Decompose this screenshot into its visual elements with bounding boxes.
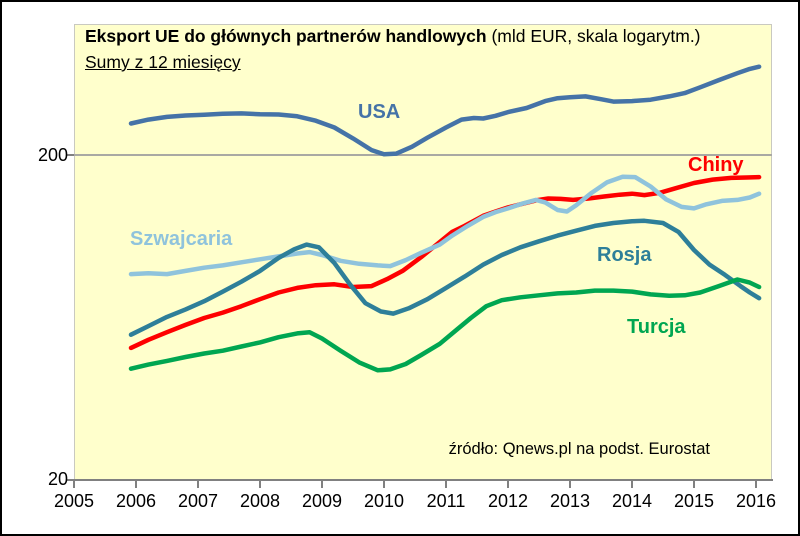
gridline-200 — [74, 154, 772, 156]
y-tick-mark-20 — [66, 479, 74, 481]
x-tick-mark-2008 — [259, 481, 261, 488]
x-tick-mark-2006 — [135, 481, 137, 488]
x-axis-label-2006: 2006 — [115, 491, 157, 511]
x-tick-mark-2010 — [383, 481, 385, 488]
x-axis-label-2009: 2009 — [301, 491, 343, 511]
x-tick-mark-2015 — [693, 481, 695, 488]
series-label-usa: USA — [358, 101, 401, 123]
x-tick-mark-2013 — [569, 481, 571, 488]
x-tick-mark-2016 — [755, 481, 757, 488]
x-tick-mark-2005 — [73, 481, 75, 488]
line-rosja — [128, 218, 762, 337]
x-tick-mark-2011 — [445, 481, 447, 488]
x-axis-label-2007: 2007 — [177, 491, 219, 511]
x-axis-line — [72, 479, 773, 481]
chart-title-main: Eksport UE do głównych partnerów handlow… — [85, 26, 487, 46]
y-axis-label-200: 200 — [37, 145, 68, 165]
line-szwajcaria — [128, 174, 762, 277]
y-axis-label-20: 20 — [47, 469, 68, 489]
line-usa — [128, 64, 762, 157]
source-note: źródło: Qnews.pl na podst. Eurostat — [448, 440, 710, 458]
x-tick-mark-2007 — [197, 481, 199, 488]
chart-subtitle: Sumy z 12 miesięcy — [85, 52, 241, 72]
chart-title-unit-note: (mld EUR, skala logarytm.) — [486, 26, 701, 46]
x-axis-label-2011: 2011 — [426, 491, 466, 511]
x-axis-label-2010: 2010 — [363, 491, 405, 511]
x-tick-mark-2012 — [507, 481, 509, 488]
chart-title: Eksport UE do głównych partnerów handlow… — [85, 26, 701, 47]
x-axis-label-2005: 2005 — [53, 491, 95, 511]
x-tick-mark-2014 — [631, 481, 633, 488]
series-label-rosja: Rosja — [597, 244, 652, 266]
series-label-turcja: Turcja — [627, 316, 686, 338]
x-tick-mark-2009 — [321, 481, 323, 488]
series-label-szwajcaria: Szwajcaria — [130, 228, 233, 250]
x-axis-label-2015: 2015 — [673, 491, 715, 511]
y-tick-mark-200 — [66, 154, 74, 156]
x-axis-label-2013: 2013 — [549, 491, 591, 511]
series-label-chiny: Chiny — [688, 154, 744, 176]
x-axis-label-2014: 2014 — [611, 491, 653, 511]
x-axis-label-2012: 2012 — [487, 491, 529, 511]
line-turcja — [128, 277, 762, 373]
x-axis-label-2008: 2008 — [239, 491, 281, 511]
x-axis-label-2016: 2016 — [735, 491, 777, 511]
